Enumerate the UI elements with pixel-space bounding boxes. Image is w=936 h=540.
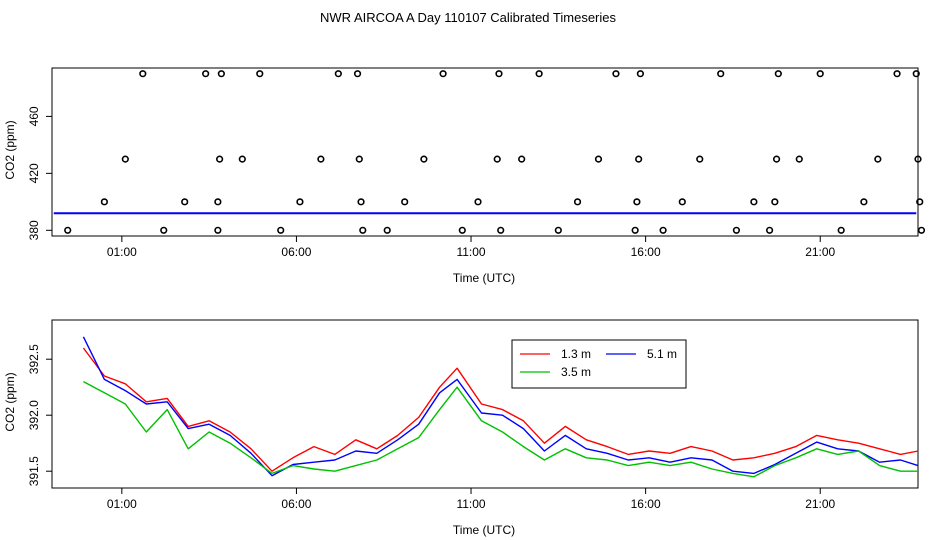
data-point [678,198,686,206]
data-point [458,226,466,234]
x-tick-label: 01:00 [107,245,137,259]
data-point [359,226,367,234]
x-tick-label: 21:00 [805,497,835,511]
data-point [474,198,482,206]
data-point [732,226,741,234]
data-point [238,155,246,163]
data-point [914,155,922,163]
data-point [874,155,882,163]
data-point [355,155,363,163]
top-panel: 01:00 06:00 11:00 16:00 21:00 380 420 460 [27,67,926,259]
data-point [100,198,108,206]
data-point [357,198,365,206]
data-point [771,198,779,206]
data-point [631,226,639,234]
series-line-1-3-m [82,347,919,472]
legend-box [511,339,687,389]
data-point [493,155,501,163]
data-point [594,155,603,163]
figure-title: NWR AIRCOA A Day 110107 Calibrated Times… [320,10,616,25]
data-point [772,155,781,163]
data-point [214,198,222,206]
x-tick-label: 11:00 [456,245,485,259]
data-point [696,155,704,163]
data-point [217,70,225,78]
data-point [383,226,391,234]
data-point [139,70,147,78]
x-tick-label: 16:00 [631,245,661,259]
legend-label-1-3m: 1.3 m [561,347,591,361]
plot-frame [51,67,919,237]
series-line-5-1-m [82,336,919,477]
x-tick-label: 21:00 [805,245,835,259]
x-tick-label: 06:00 [281,497,311,511]
data-point [535,70,543,78]
data-point [717,70,725,78]
legend-label-5-1m: 5.1 m [647,347,677,361]
y-tick-label: 392.5 [27,344,41,374]
y-tick-label: 380 [27,220,41,240]
bottom-y-axis-label: CO2 (ppm) [3,372,17,431]
data-point [256,70,264,78]
bottom-panel: 01:00 06:00 11:00 16:00 21:00 391.5 392.0 392.5 [27,319,919,511]
data-point [795,155,803,163]
data-point [439,70,447,78]
data-point [765,226,774,234]
data-point [277,226,285,234]
legend-label-3-5m: 3.5 m [561,365,591,379]
top-y-axis-label: CO2 (ppm) [3,120,17,179]
data-point [518,155,526,163]
data-point [121,155,129,163]
data-point [160,226,168,234]
data-point [635,155,643,163]
data-point [401,198,409,206]
data-point [353,70,362,78]
y-tick-label: 392.0 [27,400,41,430]
data-point [497,226,505,234]
plot-frame [51,319,919,489]
data-point [633,198,641,206]
data-point [554,226,562,234]
x-tick-label: 01:00 [107,497,137,511]
data-point [334,70,342,78]
data-point [774,70,782,78]
data-point [916,198,924,206]
data-point [816,70,824,78]
data-point [573,198,582,206]
data-point [317,155,325,163]
data-point [636,70,644,78]
data-point [64,226,72,234]
y-tick-label: 460 [27,106,41,126]
data-point [202,70,210,78]
data-point [181,198,189,206]
data-point [912,70,920,78]
data-point [495,70,503,78]
top-x-axis-label: Time (UTC) [453,271,515,285]
data-point [214,226,222,234]
legend: 1.3 m 5.1 m 3.5 m [511,339,687,389]
x-tick-label: 16:00 [631,497,661,511]
data-point [860,198,868,206]
x-tick-label: 11:00 [456,497,485,511]
y-tick-label: 420 [27,163,41,183]
bottom-x-axis-label: Time (UTC) [453,523,515,537]
x-tick-label: 06:00 [281,245,311,259]
data-point [837,226,845,234]
data-point [296,198,304,206]
data-point [917,226,926,234]
data-point [216,155,224,163]
data-point [750,198,758,206]
data-point [420,155,428,163]
data-point [612,70,620,78]
data-point [893,70,901,78]
data-point [659,226,667,234]
series-line-3-5-m [83,380,918,478]
y-tick-label: 391.5 [27,456,41,486]
